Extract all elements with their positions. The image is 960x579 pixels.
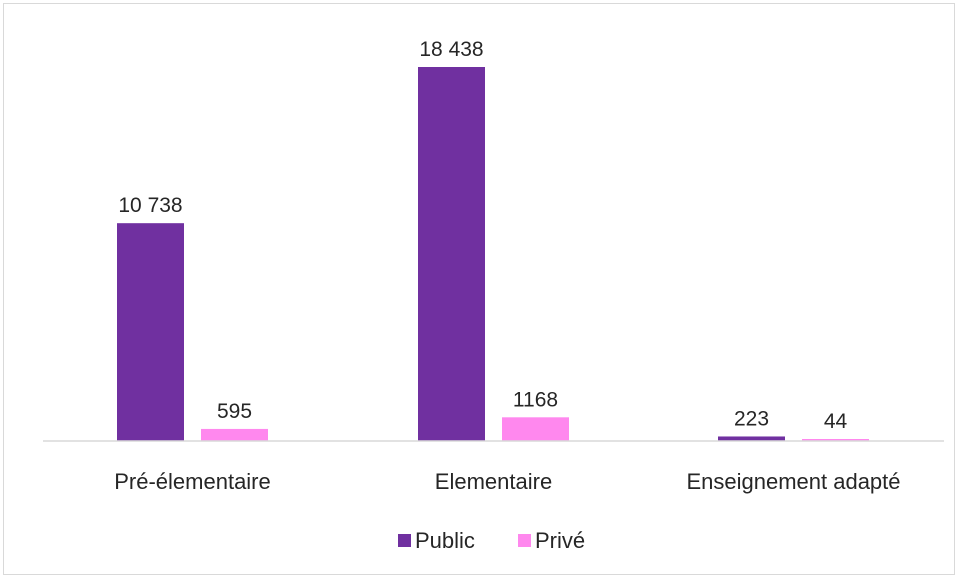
bar-public-enseignement-adapte xyxy=(718,436,785,441)
bar-prive-pre-elementaire xyxy=(201,428,268,441)
data-label-public-pre-elementaire: 10 738 xyxy=(118,194,182,217)
data-labels-group: 10 738 595 18 438 1168 223 44 xyxy=(118,38,847,433)
data-label-prive-elementaire: 1168 xyxy=(513,388,558,411)
data-label-prive-pre-elementaire: 595 xyxy=(217,400,252,423)
data-label-prive-enseignement-adapte: 44 xyxy=(824,410,848,433)
bar-public-pre-elementaire xyxy=(117,223,184,441)
category-labels-group: Pré-élementaire Elementaire Enseignement a… xyxy=(114,469,900,494)
category-label-pre-elementaire: Pré-élementaire xyxy=(114,469,271,494)
bar-prive-elementaire xyxy=(502,417,569,441)
bar-prive-enseignement-adapte xyxy=(802,439,869,441)
bar-public-elementaire xyxy=(418,67,485,441)
category-label-enseignement-adapte: Enseignement adapté xyxy=(686,469,900,494)
data-label-public-enseignement-adapte: 223 xyxy=(734,407,769,430)
bars-group xyxy=(117,67,869,441)
legend-swatch-public xyxy=(398,534,411,547)
category-label-elementaire: Elementaire xyxy=(435,469,552,494)
legend-swatch-prive xyxy=(518,534,531,547)
data-label-public-elementaire: 18 438 xyxy=(419,38,483,61)
legend-label-prive: Privé xyxy=(535,528,585,553)
legend: Public Privé xyxy=(398,528,585,553)
legend-label-public: Public xyxy=(415,528,475,553)
